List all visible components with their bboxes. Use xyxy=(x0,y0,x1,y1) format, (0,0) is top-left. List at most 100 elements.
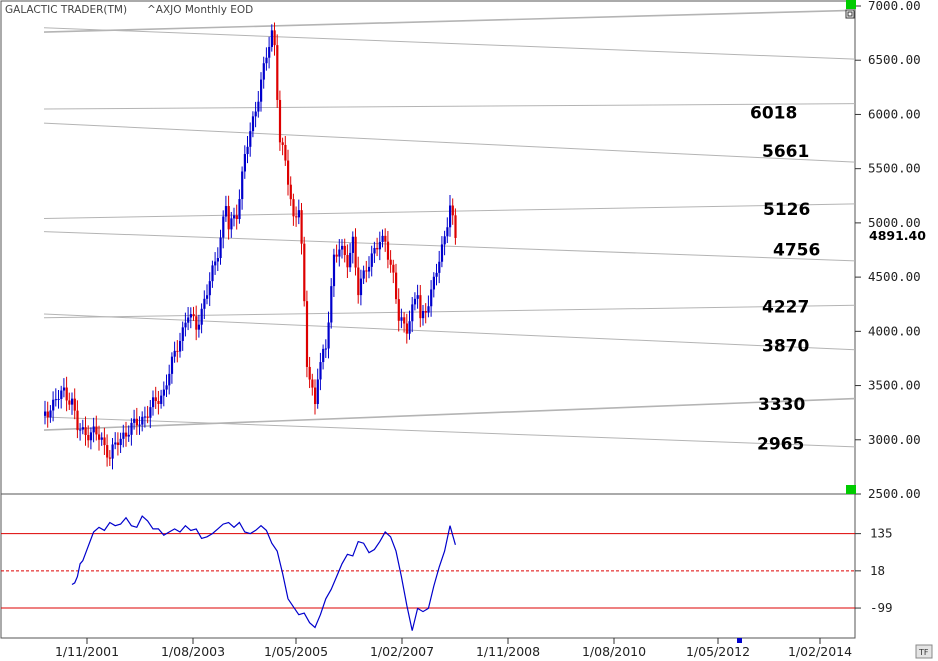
candle-up xyxy=(351,236,354,253)
candle-up xyxy=(251,116,255,132)
level-label: 3330 xyxy=(758,395,805,415)
candle-up xyxy=(141,416,144,425)
price-tick-label: 4500.00 xyxy=(868,269,921,284)
candle-down xyxy=(87,434,90,441)
candle-down xyxy=(292,199,295,217)
candle-up xyxy=(435,272,438,277)
candle-down xyxy=(116,442,120,446)
candles xyxy=(44,22,457,470)
candle-up xyxy=(254,111,257,117)
candle-down xyxy=(303,243,306,302)
candle-up xyxy=(230,218,233,230)
candle-down xyxy=(65,387,68,401)
date-tick-label: 1/11/2001 xyxy=(55,644,119,659)
date-tick-label: 1/05/2012 xyxy=(686,644,750,659)
candle-down xyxy=(300,210,303,244)
date-tick-label: 1/02/2014 xyxy=(788,644,852,659)
candle-up xyxy=(181,327,184,341)
panel-split-marker[interactable] xyxy=(846,485,856,494)
candle-up xyxy=(341,245,344,250)
candle-up xyxy=(206,295,209,299)
candle-up xyxy=(332,254,336,287)
scroll-position-marker[interactable] xyxy=(737,638,742,643)
candle-up xyxy=(381,235,384,242)
candle-down xyxy=(386,241,390,260)
candle-down xyxy=(98,434,101,440)
candle-up xyxy=(152,397,155,408)
candle-down xyxy=(287,160,290,185)
channel-line xyxy=(43,122,856,163)
level-label: 5661 xyxy=(762,142,809,162)
candle-up xyxy=(92,426,95,433)
candle-up xyxy=(208,281,211,296)
candle-up xyxy=(179,340,182,352)
candle-up xyxy=(162,389,165,396)
channel-line xyxy=(43,397,856,431)
candle-up xyxy=(327,322,330,349)
level-label: 2965 xyxy=(757,435,804,455)
candle-up xyxy=(249,131,252,147)
candle-down xyxy=(135,418,138,426)
candle-up xyxy=(138,424,141,426)
candle-down xyxy=(295,216,298,218)
candle-up xyxy=(413,298,417,305)
candle-down xyxy=(227,206,230,230)
channel-line xyxy=(43,304,856,319)
candle-up xyxy=(362,270,365,279)
candle-down xyxy=(154,397,157,401)
candle-down xyxy=(192,314,195,317)
candle-up xyxy=(54,399,57,401)
price-tick-label: 5000.00 xyxy=(868,215,921,230)
candle-up xyxy=(62,387,66,391)
candle-down xyxy=(405,323,408,334)
candle-down xyxy=(376,248,379,250)
symbol-title: ^AXJO Monthly EOD xyxy=(147,4,253,16)
candle-up xyxy=(52,399,55,411)
tf-button[interactable] xyxy=(915,644,933,659)
channel-line xyxy=(43,9,856,33)
candle-up xyxy=(187,317,190,323)
zoom-toggle-icon[interactable] xyxy=(845,9,855,19)
price-tick-label: 4000.00 xyxy=(868,323,921,338)
candle-up xyxy=(127,434,130,437)
candle-up xyxy=(349,252,352,268)
candle-up xyxy=(149,407,152,418)
candle-up xyxy=(214,261,217,266)
candle-up xyxy=(160,395,163,404)
candle-up xyxy=(238,199,241,220)
oscillator-tick-label: 18 xyxy=(870,563,885,578)
candle-up xyxy=(211,265,214,282)
candle-up xyxy=(359,278,363,296)
price-tick-label: 3000.00 xyxy=(868,432,921,447)
candle-down xyxy=(395,272,398,300)
candle-down xyxy=(289,184,292,200)
price-axis: 7000.00 6500.00 6000.00 5500.00 5000.00 4500.… xyxy=(855,0,921,501)
top-corner-marker[interactable] xyxy=(846,0,856,9)
candle-down xyxy=(84,427,87,435)
candle-up xyxy=(133,418,136,423)
candle-up xyxy=(432,276,435,290)
candle-down xyxy=(343,245,346,256)
candle-up xyxy=(119,438,122,446)
level-label: 4227 xyxy=(762,298,809,318)
date-axis: 1/11/2001 1/08/2003 1/05/2005 1/02/2007 1/11… xyxy=(55,638,852,659)
candle-up xyxy=(224,206,228,217)
candle-up xyxy=(370,253,373,267)
candle-down xyxy=(146,416,149,418)
candle-up xyxy=(216,258,219,262)
candle-down xyxy=(235,215,238,220)
candle-down xyxy=(68,400,71,405)
candle-up xyxy=(408,321,411,334)
candle-up xyxy=(100,437,103,440)
channel-lines xyxy=(43,9,856,448)
candle-up xyxy=(243,154,246,172)
candle-up xyxy=(233,215,236,219)
candle-up xyxy=(411,304,414,322)
candle-up xyxy=(422,311,425,319)
channel-line xyxy=(43,416,856,448)
price-tick-label: 6500.00 xyxy=(868,52,921,67)
candle-up xyxy=(338,249,341,257)
candle-up xyxy=(378,241,381,250)
